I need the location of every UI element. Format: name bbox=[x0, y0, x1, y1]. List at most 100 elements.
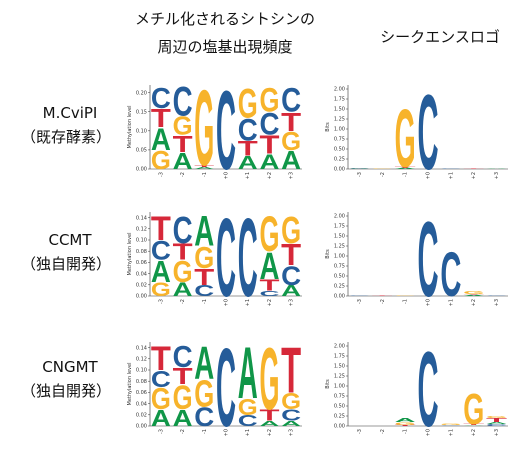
logo-letter: T bbox=[463, 424, 485, 426]
y-tick-label: 0.06 bbox=[136, 260, 147, 266]
x-tick-label: +3 bbox=[494, 429, 500, 436]
y-tick-label: 1.50 bbox=[334, 107, 345, 113]
y-tick-label: 1.00 bbox=[334, 254, 345, 260]
logo-letter: A bbox=[194, 338, 214, 389]
x-tick-label: +0 bbox=[426, 429, 432, 436]
y-tick-label: 0.14 bbox=[136, 215, 147, 221]
logo-letter: G bbox=[395, 421, 416, 425]
logo-letter: C bbox=[173, 78, 193, 125]
y-tick-label: 0.25 bbox=[334, 157, 345, 163]
logo-letter: C bbox=[151, 81, 171, 114]
logo-letter: A bbox=[194, 208, 214, 255]
x-tick-label: -1 bbox=[202, 172, 208, 177]
y-tick-label: 1.75 bbox=[334, 224, 345, 230]
y-tick-label: 0.14 bbox=[136, 345, 147, 351]
logo-letter: A bbox=[259, 151, 279, 174]
logo-letter: A bbox=[173, 406, 193, 431]
logo-letter: T bbox=[173, 132, 193, 158]
y-tick-label: 0.10 bbox=[136, 368, 147, 374]
logo-letter: C bbox=[440, 169, 461, 170]
x-tick-label: +3 bbox=[494, 172, 500, 179]
logo-letter: A bbox=[395, 417, 416, 423]
y-tick-label: 0.06 bbox=[136, 390, 147, 396]
y-tick-label: 0.00 bbox=[334, 167, 345, 173]
y-axis-label: Bits bbox=[325, 249, 331, 259]
logo-letter: A bbox=[259, 246, 279, 288]
logo-letter: T bbox=[463, 294, 485, 295]
logo-letter: C bbox=[281, 81, 301, 119]
logo-letter: C bbox=[349, 168, 370, 169]
logo-letter: C bbox=[281, 260, 301, 291]
x-tick-label: -2 bbox=[180, 299, 186, 304]
x-tick-label: +3 bbox=[289, 429, 295, 436]
y-tick-label: 1.75 bbox=[334, 354, 345, 360]
logo-letter: A bbox=[395, 168, 416, 170]
logo-letter: C bbox=[486, 424, 507, 427]
x-tick-label: +0 bbox=[224, 429, 230, 436]
y-tick-label: 1.25 bbox=[334, 374, 345, 380]
y-tick-label: 0.04 bbox=[136, 271, 147, 277]
logo-letter: C bbox=[259, 290, 279, 298]
x-tick-label: +2 bbox=[471, 429, 477, 436]
x-tick-label: +2 bbox=[267, 429, 273, 436]
x-tick-label: +1 bbox=[448, 299, 454, 306]
logo-letter: A bbox=[173, 279, 193, 301]
x-tick-label: +2 bbox=[471, 299, 477, 306]
logo-letter: G bbox=[486, 416, 507, 419]
y-tick-label: 0.15 bbox=[136, 109, 147, 115]
y-tick-label: 0.75 bbox=[334, 137, 345, 143]
logo-letter: T bbox=[194, 265, 215, 290]
logo-letter: A bbox=[151, 256, 171, 290]
y-tick-label: 0.02 bbox=[136, 413, 147, 419]
logo-letter: G bbox=[281, 210, 301, 252]
logo-letter: A bbox=[151, 406, 171, 431]
logo-letter: C bbox=[417, 199, 438, 319]
x-tick-label: +3 bbox=[289, 172, 295, 179]
logo-letter: G bbox=[173, 378, 193, 417]
x-tick-label: +2 bbox=[267, 172, 273, 179]
logo-letter: G bbox=[463, 384, 484, 433]
x-tick-label: -2 bbox=[380, 299, 386, 304]
y-tick-label: 0.00 bbox=[136, 294, 147, 300]
y-tick-label: 0.25 bbox=[334, 284, 345, 290]
logo-letter: G bbox=[173, 256, 193, 290]
x-tick-label: +0 bbox=[426, 299, 432, 306]
logo-letter: A bbox=[463, 295, 484, 297]
logo-letter: G bbox=[194, 68, 214, 188]
header-right: シークエンスロゴ bbox=[380, 28, 500, 46]
logo-letter: C bbox=[440, 240, 461, 311]
logo-letter: G bbox=[281, 389, 301, 414]
logo-letter: A bbox=[259, 420, 279, 428]
x-tick-label: -3 bbox=[357, 299, 363, 304]
y-axis-label: Methylation level bbox=[127, 363, 133, 406]
x-tick-label: -2 bbox=[380, 172, 386, 177]
y-tick-label: 2.00 bbox=[334, 87, 345, 93]
x-tick-label: -1 bbox=[202, 429, 208, 434]
header-left-line2: 周辺の塩基出現頻度 bbox=[157, 38, 292, 56]
y-tick-label: 0.00 bbox=[136, 167, 147, 173]
logo-letter: A bbox=[349, 169, 370, 170]
x-tick-label: -1 bbox=[403, 429, 409, 434]
logo-letter: C bbox=[194, 401, 214, 432]
logo-letter: T bbox=[151, 339, 171, 378]
y-tick-label: 0.04 bbox=[136, 401, 147, 407]
x-tick-label: -3 bbox=[357, 429, 363, 434]
logo-letter: A bbox=[194, 167, 214, 170]
y-tick-label: 0.10 bbox=[136, 129, 147, 135]
logo-letter: G bbox=[440, 424, 461, 426]
x-tick-label: +1 bbox=[448, 429, 454, 436]
logo-letter: T bbox=[173, 364, 194, 389]
logo-letter: T bbox=[173, 240, 194, 265]
logo-letter: G bbox=[259, 81, 279, 119]
y-tick-label: 0.50 bbox=[334, 274, 345, 280]
x-tick-label: -3 bbox=[158, 299, 164, 304]
x-tick-label: +3 bbox=[289, 299, 295, 306]
logo-letter: C bbox=[259, 107, 279, 142]
x-tick-label: -3 bbox=[158, 172, 164, 177]
y-tick-label: 0.05 bbox=[136, 148, 147, 154]
logo-letter: C bbox=[216, 69, 236, 194]
y-tick-label: 0.50 bbox=[334, 147, 345, 153]
logo-letter: A bbox=[463, 425, 484, 426]
logo-letter: C bbox=[194, 282, 214, 299]
